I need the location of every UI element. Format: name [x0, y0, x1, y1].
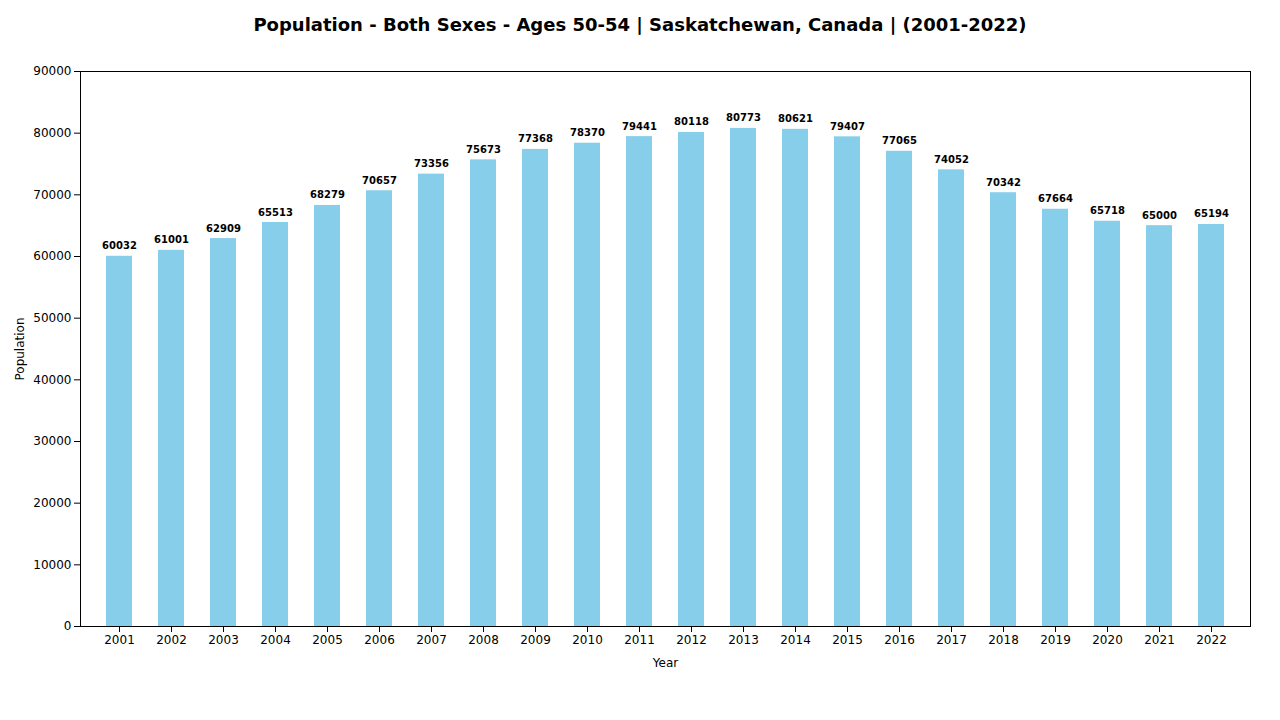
svg-text:2009: 2009: [520, 633, 551, 647]
svg-text:65194: 65194: [1194, 208, 1229, 219]
svg-text:2015: 2015: [832, 633, 863, 647]
svg-text:50000: 50000: [33, 311, 71, 325]
svg-text:61001: 61001: [154, 234, 189, 245]
svg-text:2022: 2022: [1196, 633, 1227, 647]
svg-text:Population: Population: [13, 317, 27, 380]
svg-text:2013: 2013: [728, 633, 759, 647]
svg-text:70000: 70000: [33, 188, 71, 202]
svg-text:60032: 60032: [102, 240, 137, 251]
svg-text:2020: 2020: [1092, 633, 1123, 647]
svg-text:65718: 65718: [1090, 205, 1125, 216]
svg-text:30000: 30000: [33, 434, 71, 448]
svg-text:2007: 2007: [416, 633, 447, 647]
svg-text:2011: 2011: [624, 633, 655, 647]
svg-text:67664: 67664: [1038, 193, 1073, 204]
svg-text:68279: 68279: [310, 189, 345, 200]
svg-text:80118: 80118: [674, 116, 709, 127]
svg-text:2021: 2021: [1144, 633, 1175, 647]
svg-text:79441: 79441: [622, 121, 657, 132]
svg-text:0: 0: [64, 619, 72, 633]
svg-text:2016: 2016: [884, 633, 915, 647]
svg-text:79407: 79407: [830, 121, 865, 132]
svg-text:75673: 75673: [466, 144, 501, 155]
svg-text:2003: 2003: [208, 633, 239, 647]
svg-text:2004: 2004: [260, 633, 291, 647]
svg-text:2019: 2019: [1040, 633, 1071, 647]
svg-text:2012: 2012: [676, 633, 707, 647]
svg-text:65000: 65000: [1142, 210, 1177, 221]
svg-text:2018: 2018: [988, 633, 1019, 647]
svg-text:2010: 2010: [572, 633, 603, 647]
svg-text:2001: 2001: [104, 633, 135, 647]
svg-text:62909: 62909: [206, 223, 241, 234]
svg-text:70342: 70342: [986, 177, 1021, 188]
svg-text:70657: 70657: [362, 175, 397, 186]
svg-text:90000: 90000: [33, 64, 71, 78]
svg-text:77368: 77368: [518, 133, 553, 144]
svg-text:2006: 2006: [364, 633, 395, 647]
svg-text:10000: 10000: [33, 558, 71, 572]
svg-text:80621: 80621: [778, 113, 813, 124]
svg-text:2005: 2005: [312, 633, 343, 647]
svg-text:73356: 73356: [414, 158, 449, 169]
svg-text:80000: 80000: [33, 126, 71, 140]
svg-text:2017: 2017: [936, 633, 967, 647]
svg-text:60000: 60000: [33, 249, 71, 263]
html-text:Population - Both Sexes - Ages: Population - Both Sexes - Ages 50-54 | S…: [253, 14, 1027, 35]
svg-text:65513: 65513: [258, 207, 293, 218]
svg-text:40000: 40000: [33, 373, 71, 387]
svg-text:77065: 77065: [882, 135, 917, 146]
svg-text:Year: Year: [652, 656, 678, 670]
svg-text:2014: 2014: [780, 633, 811, 647]
svg-text:2002: 2002: [156, 633, 187, 647]
svg-text:2008: 2008: [468, 633, 499, 647]
svg-text:80773: 80773: [726, 112, 761, 123]
svg-text:74052: 74052: [934, 154, 969, 165]
svg-text:20000: 20000: [33, 496, 71, 510]
svg-text:78370: 78370: [570, 127, 605, 138]
